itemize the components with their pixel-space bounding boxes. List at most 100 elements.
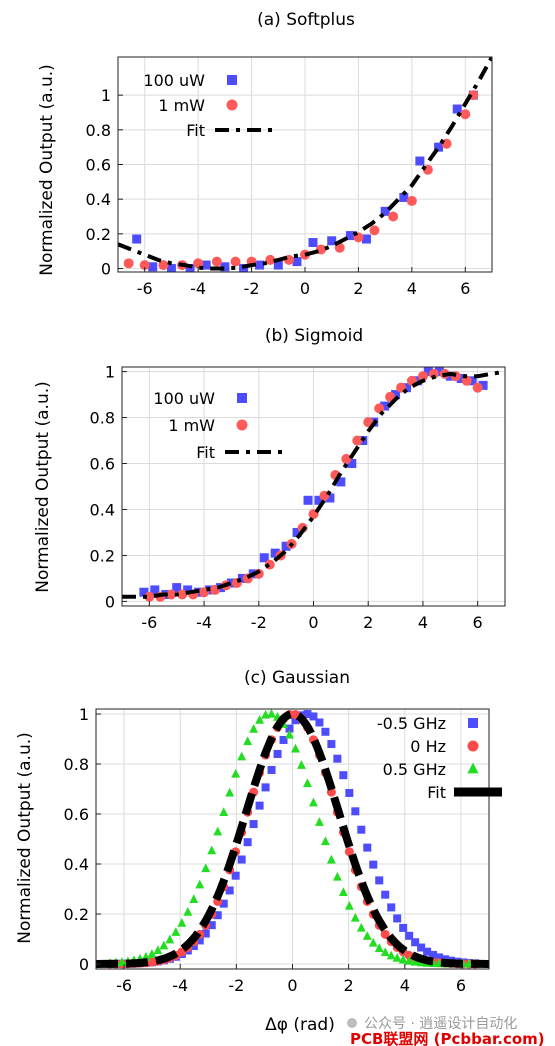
gaussian-legend-swatch-circle — [467, 740, 479, 752]
gaussian-legend-swatch-square — [468, 718, 478, 728]
softplus-point-circle — [406, 195, 417, 206]
gaussian-point-triangle — [159, 940, 169, 950]
sigmoid-x-tick-label: -4 — [196, 613, 212, 632]
gaussian-y-tick-label: 0.4 — [64, 855, 89, 874]
sigmoid-point-square — [478, 380, 488, 390]
gaussian-point-square — [351, 807, 360, 816]
softplus-point-circle — [230, 256, 241, 267]
sigmoid-y-axis-label: Normalized Output (a.u.) — [33, 381, 53, 593]
sigmoid-x-tick-label: 4 — [418, 613, 428, 632]
gaussian-x-axis-label: Δφ (rad) — [265, 1015, 335, 1035]
gaussian-x-tick-label: -6 — [116, 976, 132, 995]
gaussian-point-triangle — [207, 845, 217, 855]
sigmoid-y-tick-label: 0 — [105, 592, 115, 611]
gaussian-point-triangle — [314, 817, 324, 826]
gaussian-point-triangle — [320, 836, 330, 846]
sigmoid-y-tick-label: 0.4 — [90, 500, 115, 519]
gaussian-legend-label: 0 Hz — [410, 737, 446, 756]
sigmoid-point-square — [314, 495, 324, 505]
softplus-legend: 100 uW 1 mW Fit — [143, 71, 273, 140]
gaussian-point-square — [399, 923, 408, 932]
gaussian-point-triangle — [380, 947, 390, 957]
gaussian-point-square — [435, 953, 444, 962]
sigmoid-point-circle — [417, 371, 428, 382]
sigmoid-legend-label: 1 mW — [168, 416, 215, 435]
gaussian-point-triangle — [404, 956, 414, 965]
gaussian-y-axis-label: Normalized Output (a.u.) — [15, 732, 35, 944]
softplus-panel: (a) Softplus Normalized Output (a.u.) -6… — [37, 10, 493, 298]
sigmoid-point-square — [412, 376, 422, 386]
sigmoid-y-tick-label: 0.2 — [90, 546, 115, 565]
sigmoid-point-square — [226, 578, 236, 588]
softplus-y-tick-label: 0.4 — [86, 190, 111, 209]
softplus-point-square — [292, 257, 302, 267]
gaussian-y-tick-label: 0.6 — [64, 805, 89, 824]
gaussian-point-square — [321, 727, 330, 736]
softplus-point-square — [399, 192, 409, 202]
gaussian-point-triangle — [291, 743, 300, 753]
gaussian-point-triangle — [326, 854, 336, 864]
sigmoid-point-circle — [385, 391, 396, 402]
gaussian-x-tick-label: 0 — [287, 976, 297, 995]
softplus-grid — [118, 57, 492, 272]
gaussian-point-square — [393, 914, 402, 923]
sigmoid-panel: (b) Sigmoid Normalized Output (a.u.) -6-… — [33, 326, 506, 632]
gaussian-point-square — [291, 716, 300, 725]
softplus-point-square — [220, 262, 230, 272]
watermark-logo-icon — [347, 1018, 357, 1028]
gaussian-point-triangle — [141, 951, 151, 961]
sigmoid-point-square — [183, 585, 193, 595]
sigmoid-point-square — [270, 548, 280, 558]
softplus-point-circle — [369, 225, 380, 236]
softplus-point-square — [361, 234, 371, 244]
gaussian-point-square — [243, 838, 252, 847]
sigmoid-grid — [122, 367, 505, 606]
sigmoid-point-circle — [177, 589, 188, 600]
sigmoid-fit-curve — [122, 369, 505, 599]
gaussian-point-circle — [380, 929, 390, 939]
gaussian-point-square — [279, 735, 288, 744]
gaussian-point-square — [207, 921, 216, 930]
softplus-x-tick-label: 6 — [460, 279, 470, 298]
sigmoid-point-square — [434, 367, 444, 377]
gaussian-point-triangle — [362, 931, 372, 940]
softplus-legend-swatch-circle — [226, 99, 238, 111]
gaussian-legend-label: Fit — [427, 783, 446, 802]
softplus-x-tick-label: -6 — [137, 279, 153, 298]
gaussian-point-triangle — [219, 807, 229, 816]
sigmoid-point-circle — [461, 375, 472, 386]
sigmoid-series-dashdot — [122, 369, 505, 599]
gaussian-point-square — [333, 754, 342, 763]
softplus-point-square — [132, 234, 142, 244]
gaussian-point-triangle — [368, 937, 378, 947]
gaussian-point-triangle — [255, 715, 265, 724]
sigmoid-y-tick-label: 0.8 — [90, 409, 115, 428]
gaussian-point-triangle — [117, 957, 127, 966]
softplus-y-tick-label: 0.2 — [86, 225, 111, 244]
gaussian-point-triangle — [183, 907, 193, 916]
gaussian-point-square — [423, 947, 432, 956]
sigmoid-point-square — [292, 527, 302, 537]
gaussian-point-triangle — [165, 934, 175, 944]
gaussian-point-square — [429, 950, 438, 959]
sigmoid-point-square — [402, 383, 412, 393]
gaussian-point-square — [273, 749, 282, 758]
sigmoid-y-ticks: 0 0.2 0.4 0.6 0.8 1 — [90, 363, 127, 611]
sigmoid-x-tick-label: -2 — [251, 613, 267, 632]
softplus-x-ticks: -6 -4 -2 0 2 4 6 — [137, 267, 470, 298]
softplus-point-square — [273, 260, 283, 270]
gaussian-point-square — [369, 860, 378, 869]
softplus-point-circle — [211, 256, 222, 267]
gaussian-point-triangle — [225, 787, 235, 797]
gaussian-point-square — [315, 718, 324, 727]
sigmoid-point-square — [347, 459, 357, 469]
sigmoid-point-square — [336, 477, 346, 487]
gaussian-point-triangle — [410, 956, 420, 966]
gaussian-point-triangle — [171, 927, 181, 936]
gaussian-legend-swatch-triangle — [467, 762, 479, 774]
gaussian-point-square — [237, 855, 246, 864]
softplus-point-square — [452, 104, 462, 114]
sigmoid-point-square — [380, 401, 390, 411]
gaussian-legend-label: -0.5 GHz — [377, 714, 446, 733]
gaussian-point-triangle — [285, 729, 294, 739]
